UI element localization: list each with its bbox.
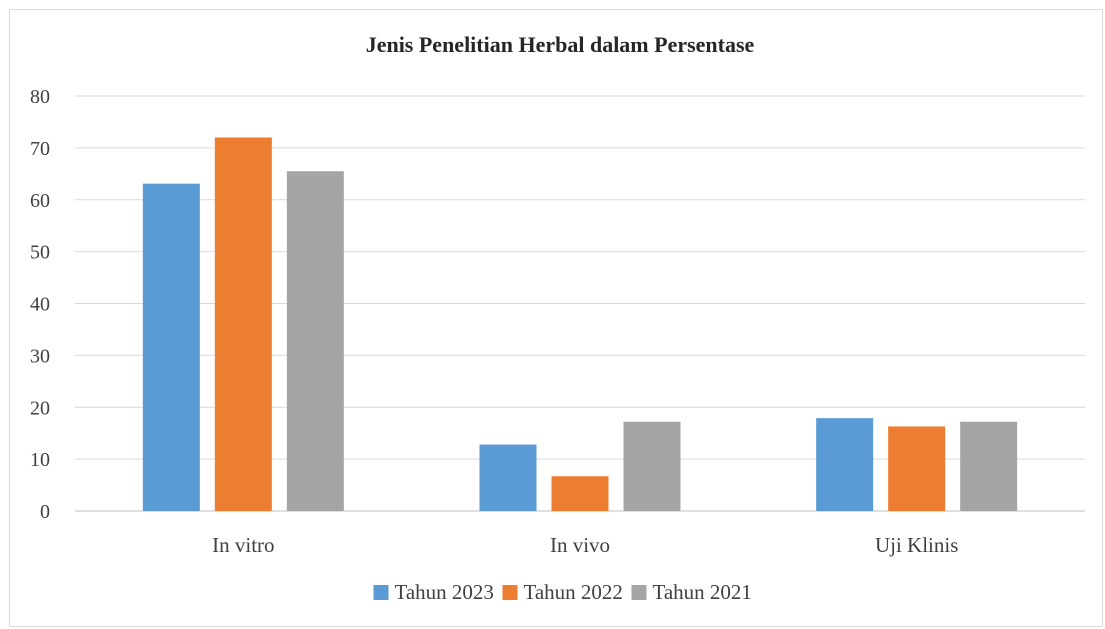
y-tick-label: 50 [30,242,50,264]
bar [960,421,1018,511]
bar [816,418,874,511]
legend-swatch [502,585,518,600]
y-axis-ticks: 0 10 20 30 40 50 60 70 80 [30,86,50,523]
y-tick-label: 0 [40,501,50,523]
legend-label: Tahun 2021 [653,580,752,604]
bar [286,171,344,511]
bar [888,426,946,511]
legend-label: Tahun 2023 [395,580,494,604]
y-tick-label: 20 [30,397,50,419]
bars [142,137,1018,511]
legend-label: Tahun 2022 [524,580,623,604]
legend-swatch [373,585,389,600]
y-tick-label: 10 [30,449,50,471]
legend: Tahun 2023 Tahun 2022 Tahun 2021 [373,580,752,604]
legend-swatch [631,585,647,600]
x-category-label: Uji Klinis [875,533,958,557]
x-category-label: In vitro [212,533,274,557]
bar [551,476,609,511]
bar [623,421,681,511]
y-tick-label: 80 [30,86,50,108]
bar [214,137,272,511]
bar [479,444,537,511]
y-tick-label: 70 [30,138,50,160]
x-axis-categories: In vitro In vivo Uji Klinis [212,533,958,557]
y-tick-label: 60 [30,190,50,212]
chart-title: Jenis Penelitian Herbal dalam Persentase [366,32,755,57]
y-tick-label: 40 [30,294,50,316]
y-tick-label: 30 [30,345,50,367]
x-category-label: In vivo [550,533,610,557]
bar [142,183,200,511]
